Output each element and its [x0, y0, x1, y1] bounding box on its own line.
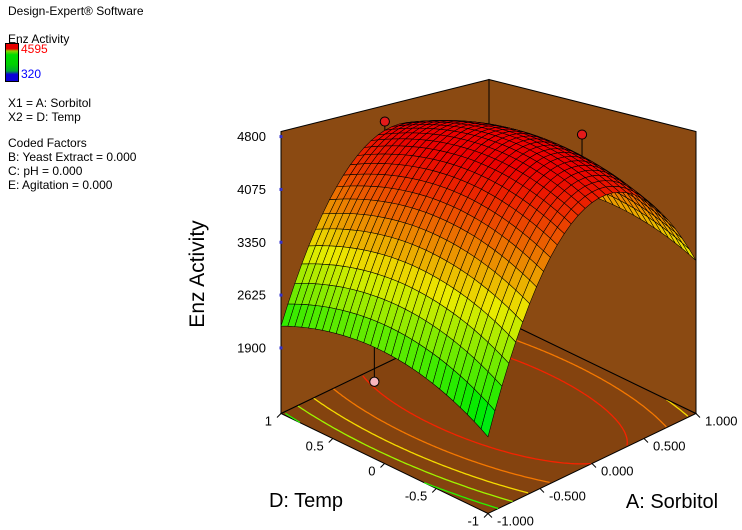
x-tick-label: 0.000 [601, 464, 634, 479]
surface-mesh-cell [480, 402, 496, 438]
y-tick-mark [431, 488, 437, 493]
app-title: Design-Expert® Software [8, 4, 144, 18]
y-tick-label: 0.5 [306, 439, 324, 454]
coded-factors-header: Coded Factors [8, 136, 87, 150]
design-point-above[interactable] [576, 129, 588, 140]
x-tick-mark [591, 463, 597, 468]
floor-contour [423, 482, 499, 510]
coded-factor-b: B: Yeast Extract = 0.000 [8, 150, 137, 164]
y-tick-label: 1 [265, 414, 272, 429]
floor-contour [568, 361, 667, 428]
z-tick-marker [279, 135, 283, 139]
x1-assignment: X1 = A: Sorbitol [8, 96, 92, 110]
legend-max-value: 4595 [21, 42, 48, 56]
legend-gradient-bar [5, 43, 19, 82]
y-tick-label: -0.5 [405, 489, 427, 504]
floor-contour [545, 372, 628, 446]
floor-contour [313, 397, 529, 494]
z-tick-label: 3350 [237, 235, 266, 250]
y-tick-label: -1 [467, 514, 479, 529]
floor-contour [332, 388, 550, 484]
z-tick-label: 1900 [237, 340, 266, 355]
legend-min-value: 320 [21, 67, 42, 81]
y-tick-mark [483, 513, 489, 518]
x-tick-mark [643, 438, 649, 443]
x-tick-label: -1.000 [497, 514, 534, 529]
x-tick-mark [539, 488, 545, 493]
x-tick-label: -0.500 [549, 489, 586, 504]
x-tick-mark [695, 413, 701, 418]
floor-contour [665, 398, 689, 417]
design-point-below[interactable] [369, 376, 380, 387]
y-tick-mark [276, 413, 282, 418]
y-tick-label: 0 [368, 464, 375, 479]
x-axis-title: A: Sorbitol [626, 491, 718, 513]
x-tick-label: 1.000 [705, 414, 738, 429]
floor-contour [297, 405, 513, 503]
coded-factor-e: E: Agitation = 0.000 [8, 178, 113, 192]
floor-contour [362, 375, 591, 465]
z-tick-label: 4075 [237, 182, 266, 197]
z-tick-marker [279, 240, 283, 244]
design-point-above[interactable] [379, 116, 390, 127]
y-axis-title: D: Temp [269, 490, 343, 512]
y-tick-mark [380, 463, 385, 468]
floor-contour [285, 412, 301, 423]
y-tick-mark [328, 438, 334, 443]
z-tick-marker [279, 293, 283, 297]
x-tick-mark [487, 513, 493, 518]
x2-assignment: X2 = D: Temp [8, 110, 81, 124]
z-tick-label: 4800 [237, 129, 266, 144]
response-label: Enz Activity [8, 32, 70, 46]
z-tick-label: 2625 [237, 288, 266, 303]
z-tick-marker [279, 346, 283, 350]
coded-factor-c: C: pH = 0.000 [8, 164, 83, 178]
z-axis-title: Enz Activity [186, 220, 209, 328]
x-tick-label: 0.500 [653, 439, 686, 454]
z-tick-marker [279, 187, 283, 191]
